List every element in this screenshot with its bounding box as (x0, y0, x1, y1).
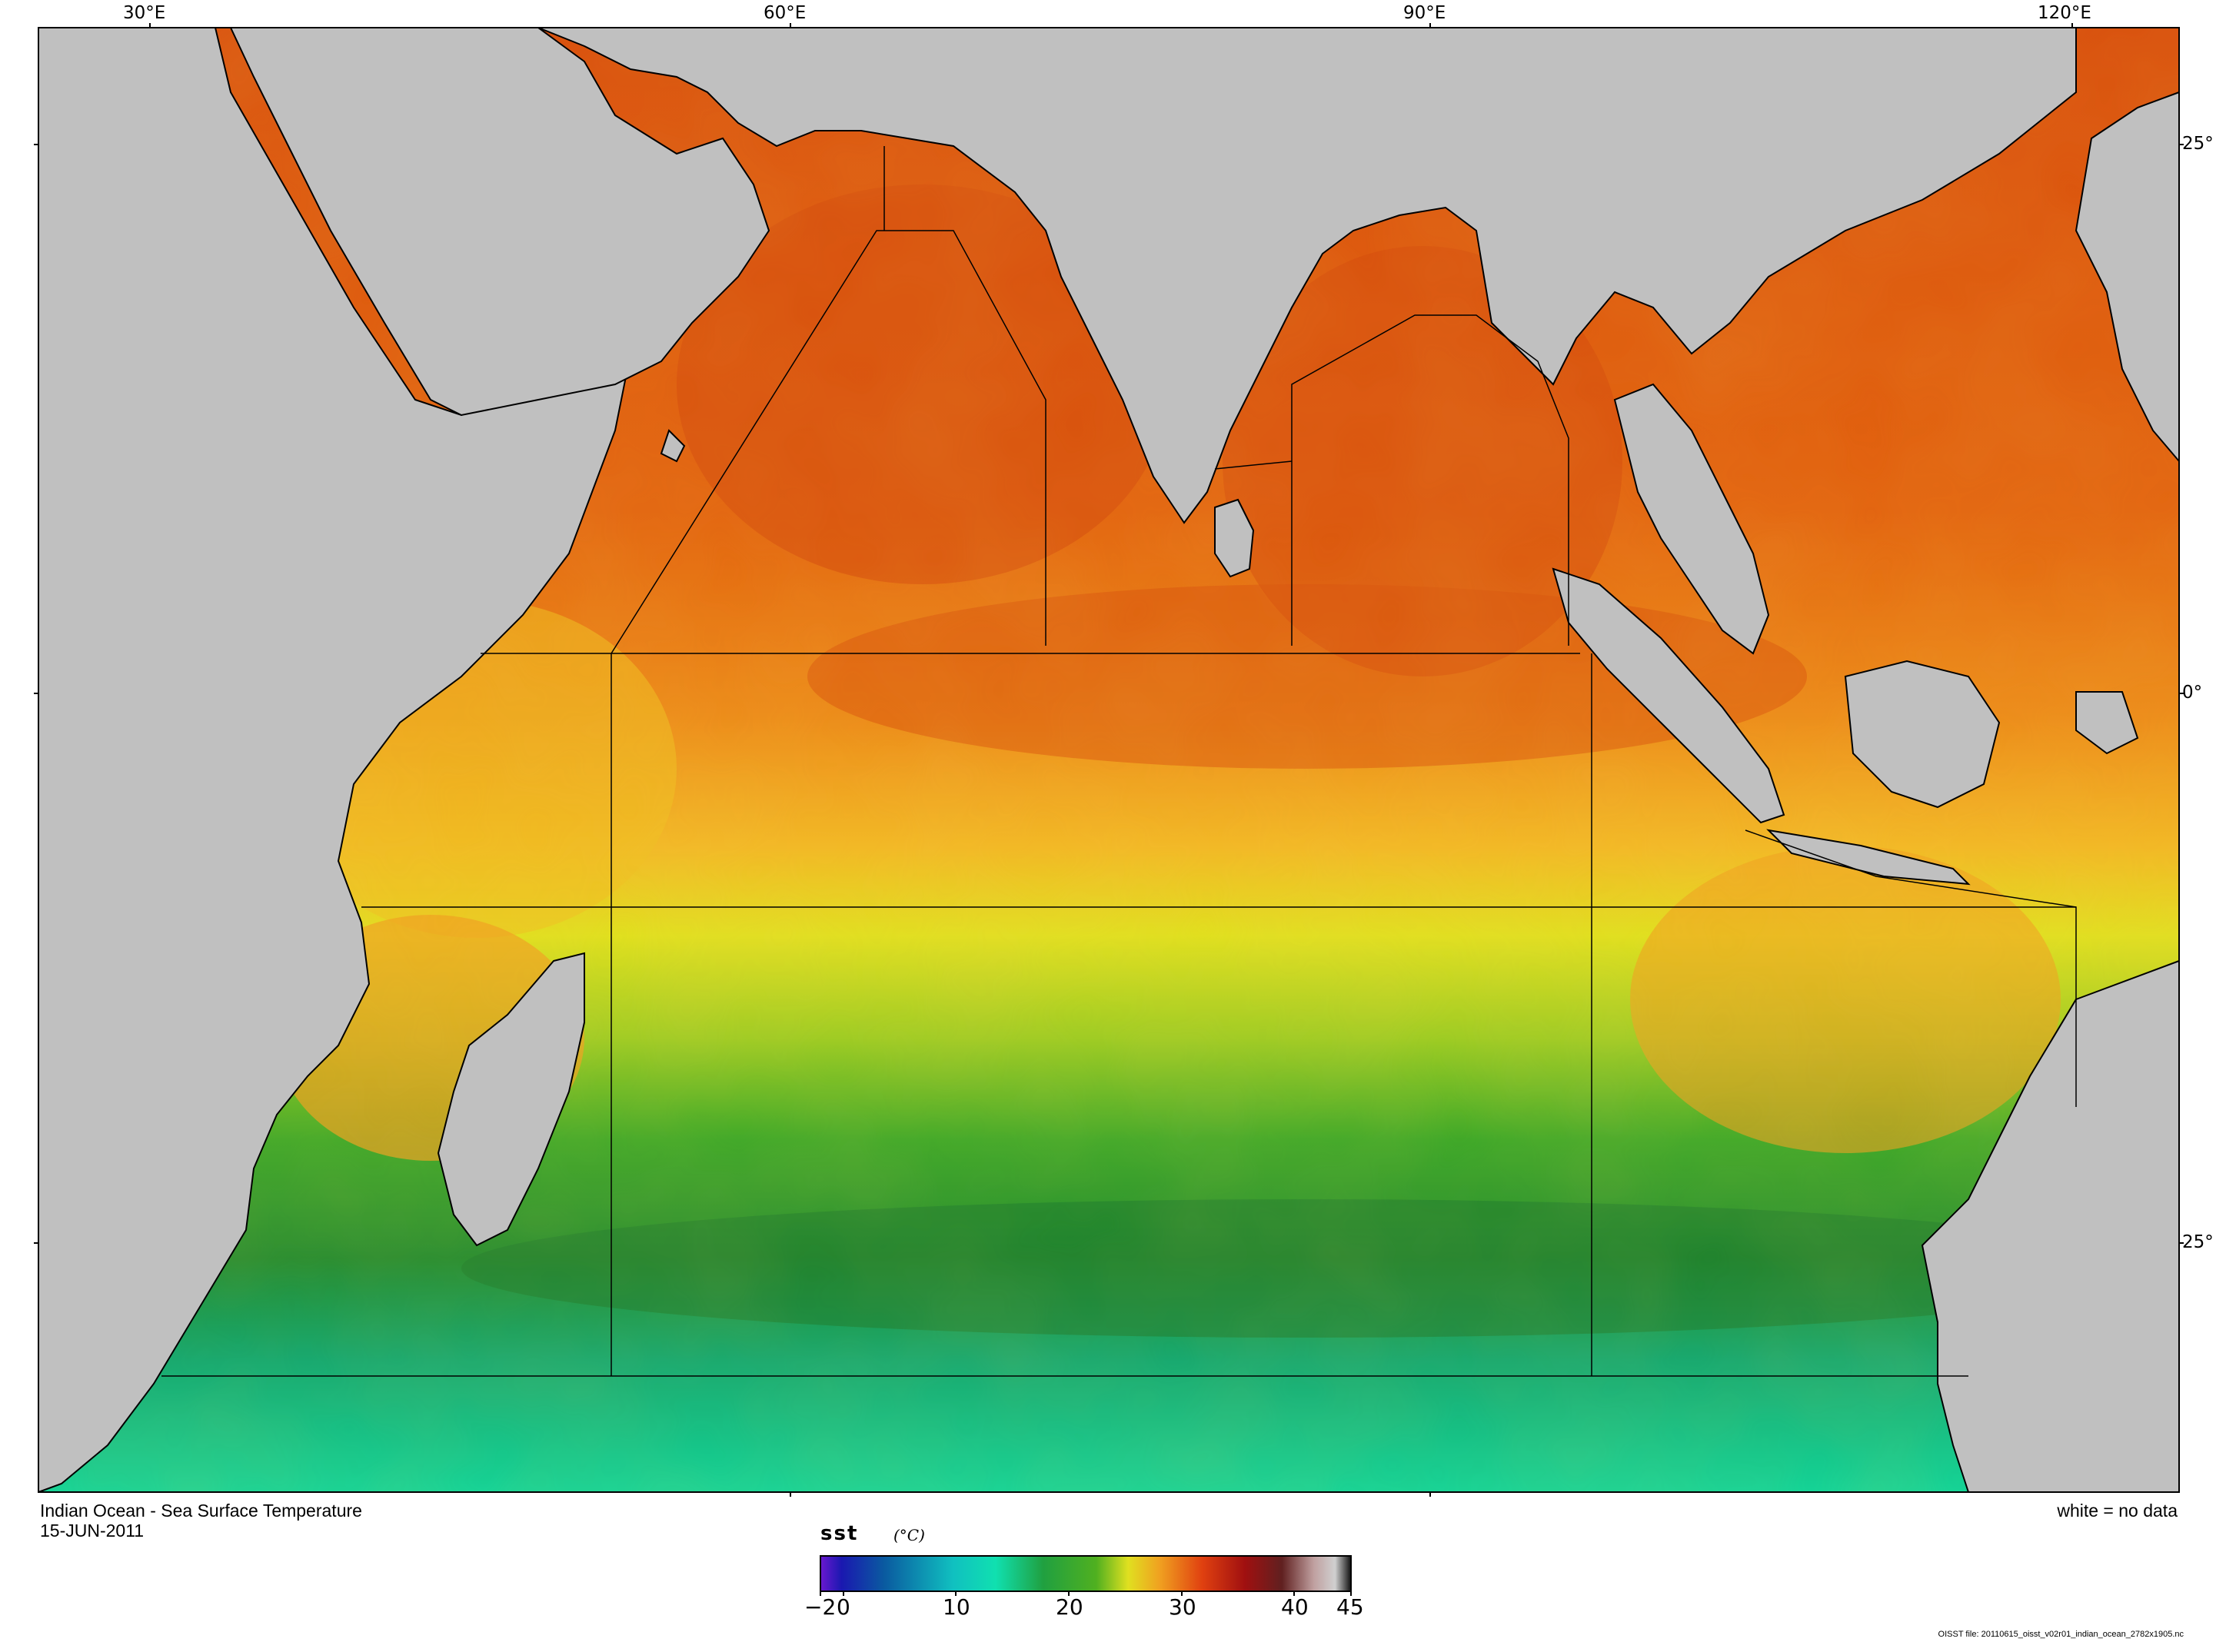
colorbar-tick-label: 10 (943, 1594, 970, 1620)
lon-label-30e: 30°E (123, 3, 166, 23)
source-file-note: OISST file: 20110615_oisst_v02r01_indian… (1938, 1630, 2184, 1639)
lat-label-0: 0° (2182, 683, 2203, 703)
lon-label-60e: 60°E (764, 3, 807, 23)
colorbar-variable: sst (820, 1522, 859, 1545)
colorbar-tick-label: 45 (1336, 1594, 1364, 1620)
colorbar-unit: (°C) (893, 1526, 925, 1544)
map-title: Indian Ocean - Sea Surface Temperature (40, 1501, 362, 1521)
lat-label-25s: 25° (2182, 1232, 2214, 1252)
colorbar-tick-label: 30 (1169, 1594, 1196, 1620)
lon-label-120e: 120°E (2038, 3, 2091, 23)
longitude-ticks (149, 23, 2073, 1497)
map-date: 15-JUN-2011 (40, 1521, 145, 1541)
land-masses (38, 28, 2179, 1492)
map-frame (38, 27, 2180, 1493)
colorbar (820, 1555, 1352, 1592)
colorbar-tick-label: 40 (1281, 1594, 1309, 1620)
colorbar-tick-label: −2 (804, 1594, 837, 1620)
lon-label-90e: 90°E (1403, 3, 1446, 23)
colorbar-ticks (820, 1591, 1352, 1596)
no-data-note: white = no data (2057, 1501, 2178, 1521)
region-boundaries (161, 146, 2077, 1377)
colorbar-tick-label: 20 (1056, 1594, 1083, 1620)
lat-label-25n: 25° (2182, 134, 2214, 154)
latitude-ticks (34, 144, 2184, 1244)
colorbar-tick-label: 0 (837, 1594, 850, 1620)
